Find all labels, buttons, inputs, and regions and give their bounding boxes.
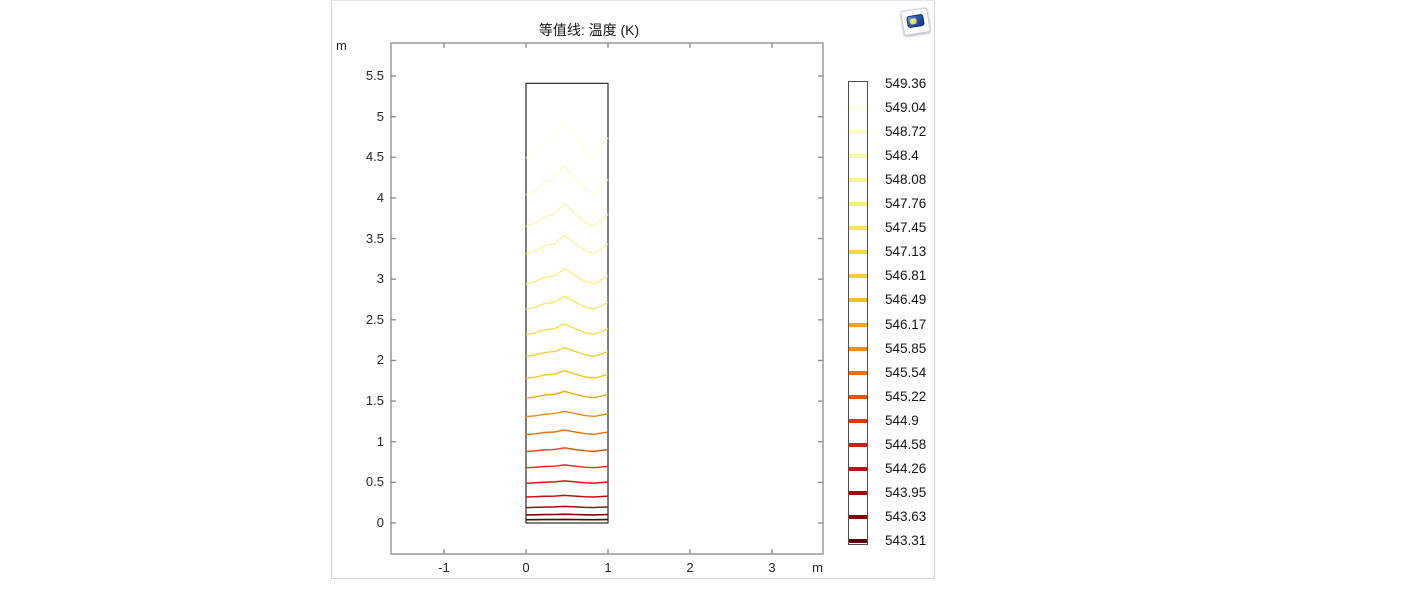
legend-color-bar [849, 370, 867, 375]
y-tick-label: 3 [376, 271, 384, 287]
plot-frame [390, 42, 824, 555]
contour-line [525, 323, 609, 336]
legend-value-label: 547.76 [885, 196, 927, 212]
legend-color-bar [849, 226, 867, 231]
legend-color-bar [849, 106, 867, 111]
y-tick-label: 5 [376, 108, 384, 124]
legend-color-bar [849, 154, 867, 159]
x-tick-label: 2 [686, 560, 694, 575]
y-tick-label: 0 [376, 515, 384, 530]
legend-value-label: 548.4 [885, 148, 919, 164]
y-tick-label: 0.5 [365, 474, 384, 490]
y-tick-label: 2.5 [365, 311, 384, 327]
legend-color-bar [849, 466, 867, 471]
y-axis-unit: m [336, 38, 347, 53]
legend-value-label: 545.85 [885, 340, 927, 356]
plot-title: 等值线: 温度 (K) [538, 22, 640, 38]
contour-line [525, 505, 609, 509]
contour-line [525, 346, 609, 358]
legend-value-label: 544.58 [885, 436, 927, 452]
legend-value-label: 547.13 [885, 244, 927, 260]
contour-line [525, 447, 609, 453]
contour-line [525, 390, 609, 399]
y-tick-label: 4.5 [365, 149, 384, 165]
legend-color-bar [849, 130, 867, 135]
legend-value-label: 546.81 [885, 268, 927, 284]
legend-color-bar [849, 202, 867, 207]
legend-color-bar [849, 490, 867, 495]
legend-value-label: 544.26 [885, 460, 927, 476]
y-tick-label: 4 [376, 189, 384, 205]
legend-value-label: 545.54 [885, 364, 927, 380]
legend-color-bar [849, 538, 867, 543]
legend-color-bar [849, 322, 867, 327]
legend-value-label: 543.31 [885, 532, 927, 548]
x-tick-label: 1 [604, 560, 612, 575]
contour-line [525, 464, 609, 469]
thumbnail-blue-frame [906, 13, 925, 29]
y-tick-label: 1.5 [365, 393, 384, 409]
legend-color-bar [849, 346, 867, 351]
y-tick-label: 5.5 [365, 68, 384, 83]
legend-color-box [848, 81, 868, 545]
contour-line [525, 494, 609, 498]
plot-canvas[interactable] [332, 1, 936, 580]
legend-color-bar [849, 82, 867, 86]
legend-color-bar [849, 418, 867, 423]
legend-color-bar [849, 298, 867, 303]
y-tick-label: 1 [376, 433, 384, 449]
legend-value-label: 548.08 [885, 172, 927, 188]
x-tick-label: -1 [438, 560, 450, 575]
contour-line [525, 513, 609, 516]
contour-line [525, 164, 609, 196]
x-tick-label: 0 [522, 560, 530, 575]
contour-line [525, 429, 609, 436]
legend-color-bar [849, 274, 867, 279]
legend-value-label: 544.9 [885, 412, 919, 428]
y-tick-label: 3.5 [365, 230, 384, 246]
legend-value-label: 545.22 [885, 388, 927, 404]
legend-value-label: 546.49 [885, 292, 927, 308]
legend-value-label: 548.72 [885, 124, 927, 140]
contour-line [525, 234, 609, 255]
legend-color-bar [849, 394, 867, 399]
legend-color-bar [849, 178, 867, 183]
x-axis-unit: m [812, 560, 823, 575]
contour-line [525, 118, 609, 159]
contour-line [525, 203, 609, 227]
graphics-window: 等值线: 温度 (K) -1 0 1 2 3 5.5 5 4.5 4 3.5 3 2.5 2 1.5 1 0.… [331, 0, 935, 579]
x-tick-label: 3 [768, 560, 776, 575]
legend-value-label: 546.17 [885, 316, 927, 332]
plot-thumbnail-icon[interactable] [900, 7, 931, 36]
thumbnail-highlight-dot [909, 17, 918, 25]
legend-value-label: 547.45 [885, 220, 927, 236]
legend-value-label: 549.04 [885, 100, 927, 116]
legend-value-label: 543.63 [885, 508, 927, 524]
contour-line [525, 480, 609, 484]
contour-line [525, 295, 609, 310]
legend-color-bar [849, 442, 867, 447]
legend-value-label: 543.95 [885, 484, 927, 500]
contour-line [525, 369, 609, 379]
legend-color-bar [849, 514, 867, 519]
legend-color-bar [849, 250, 867, 255]
contour-line [525, 267, 609, 285]
contour-line [525, 410, 609, 418]
y-tick-label: 2 [376, 352, 384, 368]
legend-value-label: 549.36 [885, 76, 927, 91]
